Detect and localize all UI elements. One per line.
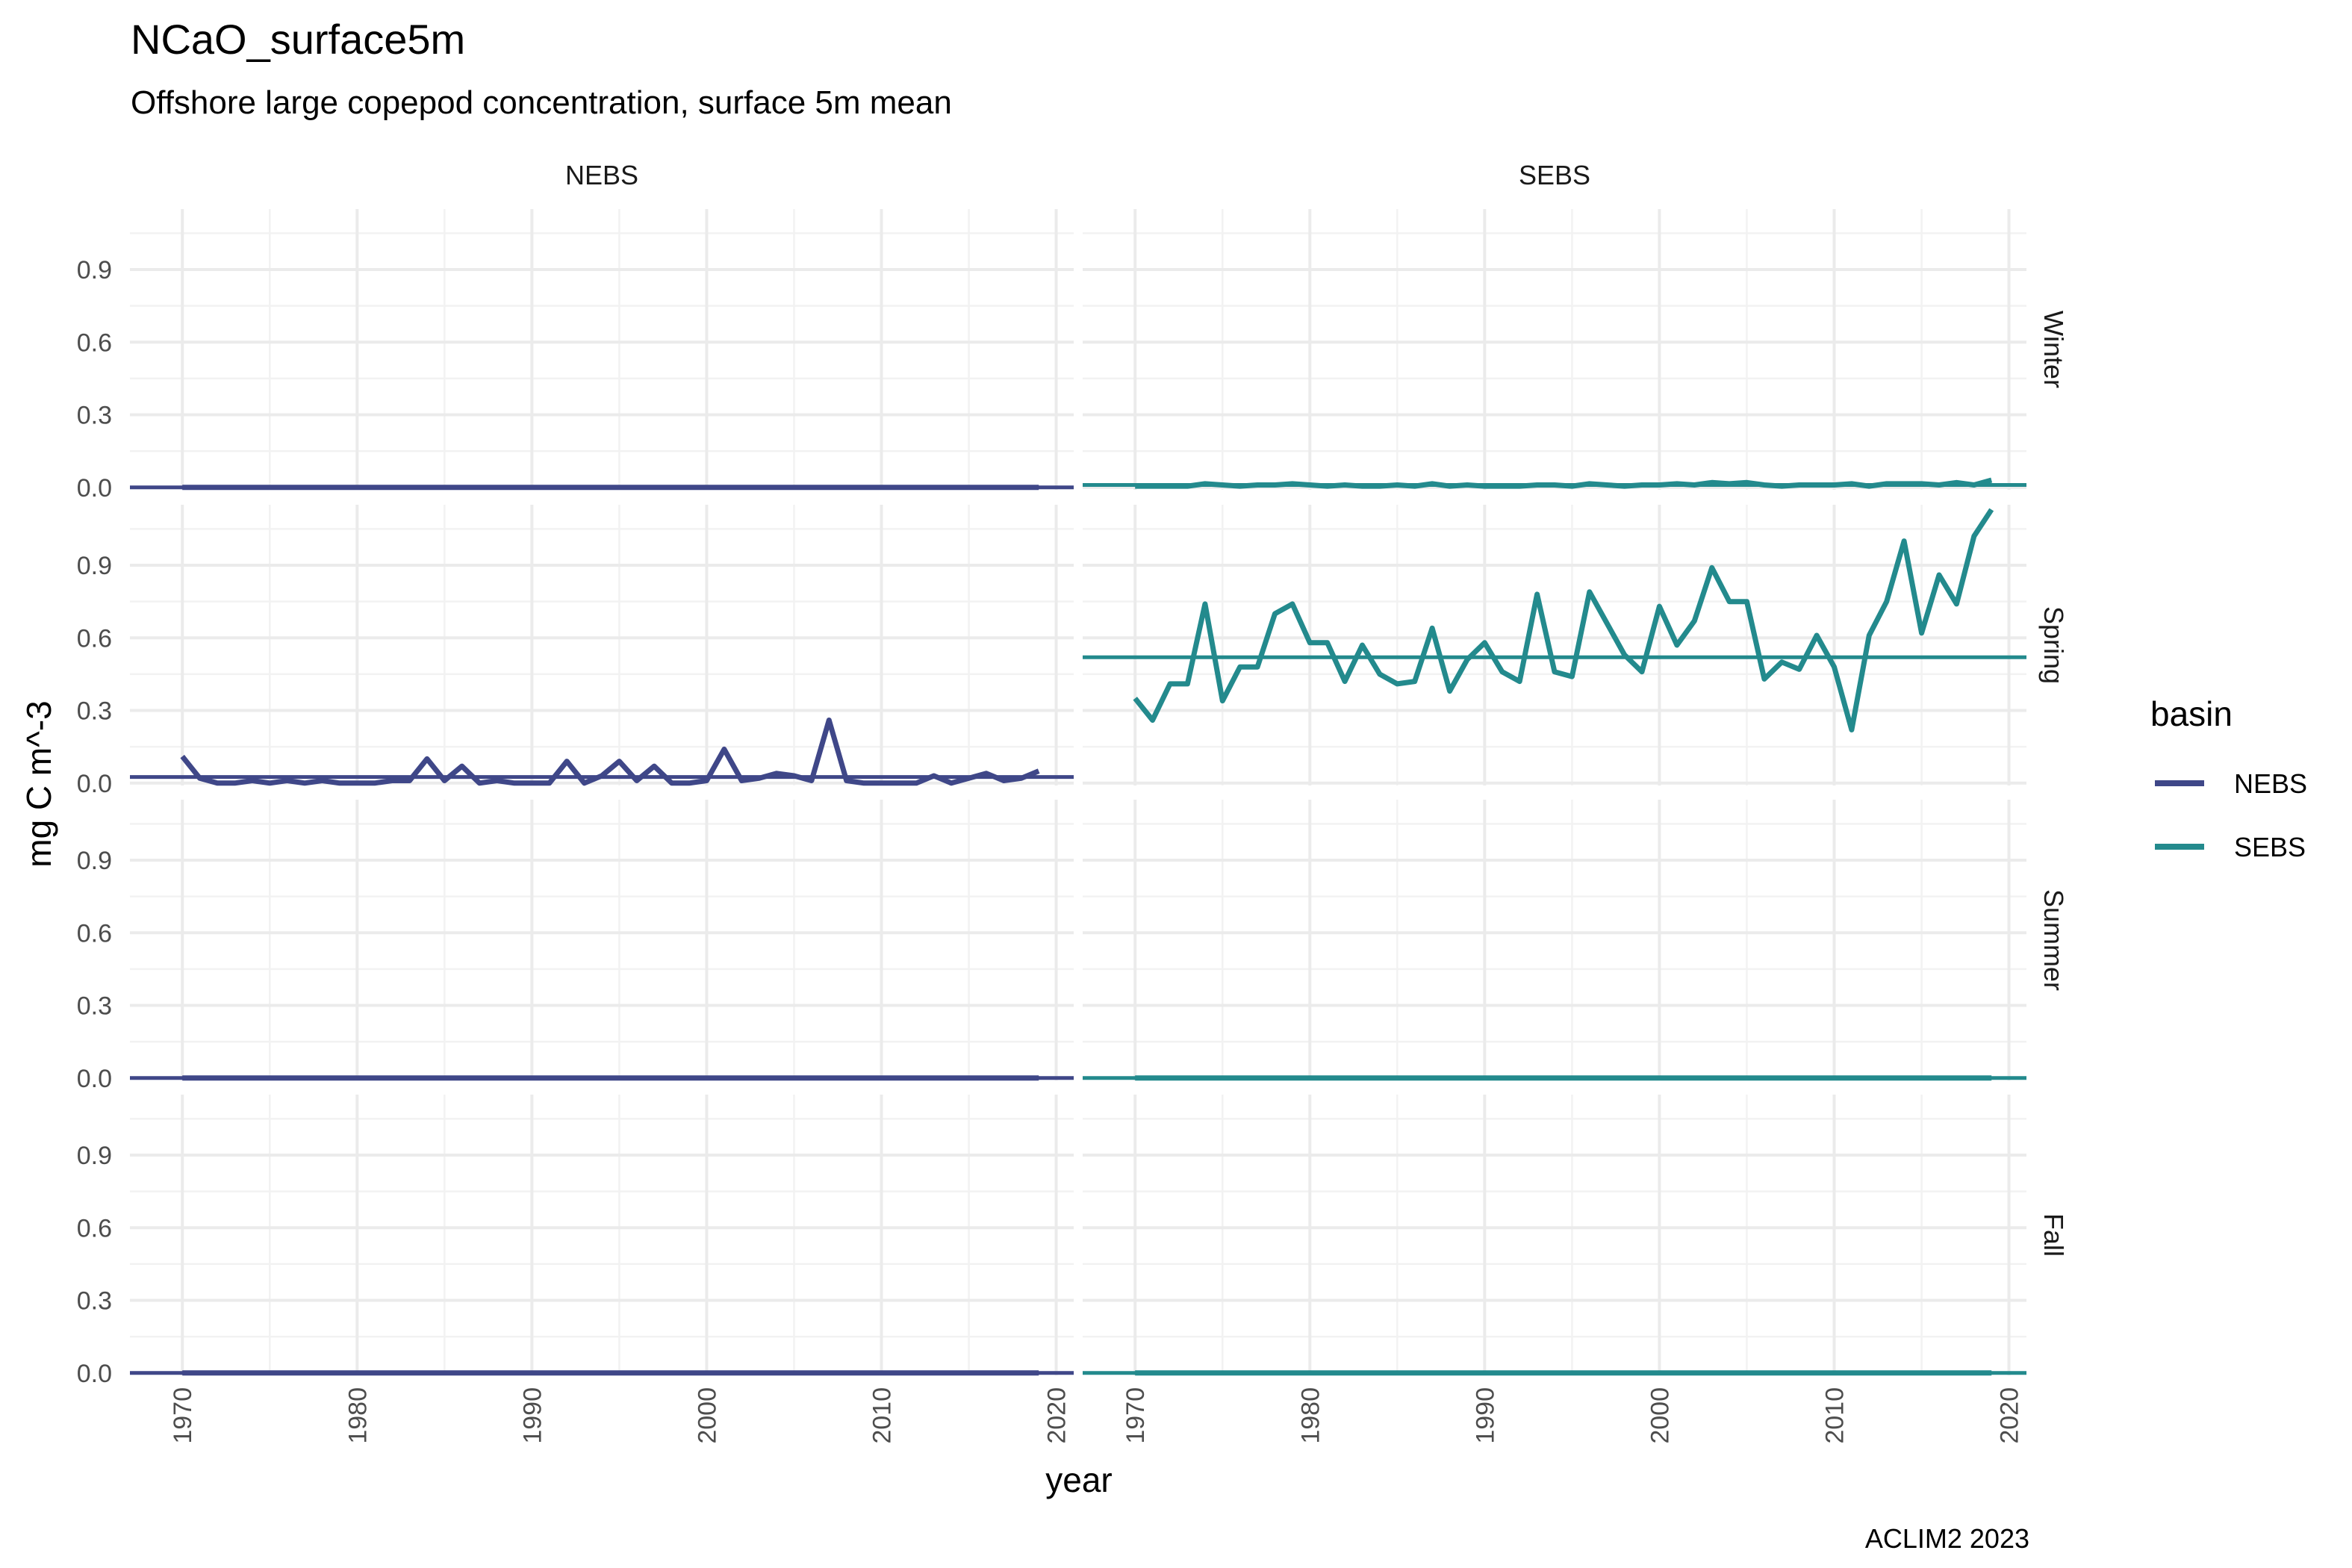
panel-summer-nebs <box>130 800 1074 1081</box>
x-tick-label: 2020 <box>1996 1387 2024 1444</box>
x-tick-label: 1970 <box>1121 1387 1150 1444</box>
panel-spring-sebs <box>1083 505 2026 785</box>
x-tick-label: 1970 <box>169 1387 197 1444</box>
facet-row-label-summer: Summer <box>2038 889 2069 991</box>
x-tick-label: 1990 <box>1471 1387 1499 1444</box>
x-tick-label: 2020 <box>1043 1387 1071 1444</box>
series-line-sebs <box>1135 477 1993 489</box>
legend-title: basin <box>2150 694 2233 733</box>
y-tick-label: 0.3 <box>77 1287 112 1316</box>
y-tick-label: 0.6 <box>77 329 112 357</box>
x-tick-label: 2000 <box>693 1387 721 1444</box>
panel-fall-sebs <box>1083 1095 2026 1376</box>
series-line-sebs <box>1133 508 1994 732</box>
y-tick-label: 0.9 <box>77 1142 112 1170</box>
chart-subtitle: Offshore large copepod concentration, su… <box>131 84 952 121</box>
x-tick-label: 2000 <box>1646 1387 1674 1444</box>
facet-column-label-sebs: SEBS <box>1519 160 1590 190</box>
y-tick-label: 0.9 <box>77 552 112 580</box>
legend-label-sebs: SEBS <box>2234 832 2306 862</box>
y-tick-label: 0.9 <box>77 847 112 875</box>
y-tick-label: 0.3 <box>77 697 112 726</box>
y-tick-label: 0.0 <box>77 474 112 503</box>
panel-winter-sebs <box>1083 209 2026 490</box>
x-tick-label: 1990 <box>518 1387 547 1444</box>
y-tick-label: 0.3 <box>77 402 112 430</box>
chart-title: NCaO_surface5m <box>131 16 465 63</box>
y-tick-label: 0.6 <box>77 919 112 948</box>
y-tick-label: 0.6 <box>77 624 112 653</box>
y-tick-label: 0.9 <box>77 256 112 284</box>
x-tick-label: 2010 <box>1821 1387 1849 1444</box>
panel-spring-nebs <box>130 505 1074 786</box>
legend-label-nebs: NEBS <box>2234 768 2307 799</box>
panel-summer-sebs <box>1083 800 2026 1081</box>
y-axis-title: mg C m^-3 <box>19 700 58 868</box>
y-tick-label: 0.0 <box>77 1065 112 1093</box>
x-axis-title: year <box>1045 1460 1112 1499</box>
facet-row-label-winter: Winter <box>2038 311 2069 388</box>
legend: basin NEBS SEBS <box>2150 694 2307 862</box>
panel-fall-nebs <box>130 1095 1074 1376</box>
x-tick-label: 1980 <box>343 1387 372 1444</box>
panel-winter-nebs <box>130 209 1074 491</box>
facet-column-label-nebs: NEBS <box>565 160 638 190</box>
facet-row-label-fall: Fall <box>2038 1213 2069 1257</box>
chart-caption: ACLIM2 2023 <box>1865 1523 2029 1554</box>
y-tick-label: 0.3 <box>77 992 112 1021</box>
panels: NEBS SEBS Winter Spring Summer Fall 0.0 0.3 0.6 0… <box>77 160 2069 1444</box>
x-tick-label: 1980 <box>1296 1387 1325 1444</box>
x-tick-label: 2010 <box>868 1387 897 1444</box>
y-tick-label: 0.6 <box>77 1214 112 1242</box>
series-line-nebs <box>180 718 1040 786</box>
facet-row-label-spring: Spring <box>2038 606 2069 684</box>
y-tick-label: 0.0 <box>77 770 112 798</box>
y-tick-label: 0.0 <box>77 1360 112 1388</box>
